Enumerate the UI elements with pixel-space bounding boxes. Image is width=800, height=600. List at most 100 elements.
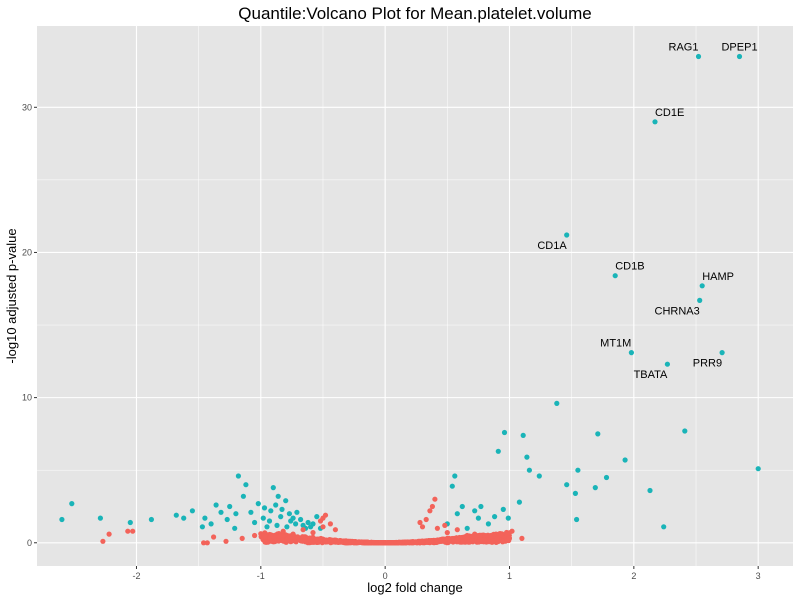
y-axis-title: -log10 adjusted p-value (4, 228, 19, 363)
data-point (293, 521, 299, 527)
data-point (308, 524, 314, 530)
data-point (695, 53, 702, 60)
data-point (327, 521, 333, 527)
data-point (449, 483, 455, 489)
data-point (280, 532, 286, 539)
data-point (429, 503, 435, 510)
data-point (564, 482, 570, 488)
data-point (148, 516, 154, 523)
gene-label: CHRNA3 (655, 305, 700, 317)
gene-label: RAG1 (669, 41, 699, 53)
data-point (288, 539, 294, 545)
data-point (331, 538, 337, 544)
data-point (413, 539, 419, 546)
data-point (332, 527, 338, 533)
y-tick-label: 20 (22, 247, 32, 257)
data-point (268, 508, 274, 514)
gene-label: TBATA (634, 369, 668, 381)
data-point (500, 506, 506, 512)
data-point (472, 508, 478, 514)
data-point (322, 538, 328, 544)
data-point (622, 457, 628, 463)
data-point (603, 474, 610, 481)
data-point (260, 515, 266, 521)
data-point (305, 519, 311, 526)
data-point (314, 514, 320, 520)
data-point (500, 538, 506, 544)
gene-label: CD1A (537, 240, 567, 252)
data-point (495, 448, 501, 454)
data-point (396, 540, 402, 546)
data-point (97, 515, 103, 521)
data-point (239, 535, 245, 542)
data-point (457, 535, 463, 541)
data-point (485, 521, 491, 527)
data-point (505, 515, 511, 521)
x-tick-label: -1 (257, 571, 265, 581)
data-point (506, 535, 512, 541)
data-point (227, 503, 233, 510)
data-point (464, 532, 470, 539)
data-point (494, 535, 500, 542)
data-point (496, 531, 502, 537)
x-tick-label: 2 (631, 571, 636, 581)
data-point (595, 431, 601, 437)
data-point (223, 538, 229, 544)
data-point (572, 490, 579, 496)
data-point (444, 530, 450, 536)
data-point (682, 428, 688, 434)
data-point (235, 473, 241, 479)
data-point (313, 537, 319, 543)
data-point (283, 498, 289, 504)
data-point (279, 506, 285, 512)
data-point (302, 536, 308, 542)
x-tick-label: 0 (383, 571, 388, 581)
data-point (309, 539, 315, 545)
data-point (295, 534, 301, 540)
y-tick-label: 30 (22, 102, 32, 112)
data-point (181, 515, 187, 521)
data-point (127, 519, 133, 526)
data-point (434, 525, 440, 531)
data-point (378, 540, 384, 546)
chart-title: Quantile:Volcano Plot for Mean.platelet.… (238, 4, 591, 23)
y-axis-ticks: 0 10 20 30 (22, 102, 37, 548)
x-axis-ticks: -2 -1 0 1 2 3 (132, 566, 761, 581)
data-point (351, 540, 357, 546)
data-point (290, 531, 296, 537)
data-point (343, 539, 349, 545)
data-point (264, 524, 270, 530)
gene-labels: RAG1 DPEP1 CD1E CD1A CD1B HAMP CHRNA3 MT1M PRR9 T… (537, 41, 757, 381)
data-point (755, 466, 761, 472)
data-point (252, 519, 258, 526)
data-point (320, 524, 326, 530)
data-point (519, 535, 525, 542)
data-point (466, 539, 472, 545)
data-point (575, 467, 581, 473)
data-point (213, 502, 219, 508)
data-point (278, 514, 284, 520)
data-point (459, 503, 465, 510)
data-point (173, 512, 179, 518)
gene-label: DPEP1 (721, 41, 757, 53)
data-point (592, 485, 598, 491)
data-point (275, 493, 281, 499)
data-point (526, 467, 533, 473)
data-point (208, 521, 214, 527)
data-point (252, 532, 258, 539)
data-point (268, 532, 274, 539)
data-point (697, 297, 703, 303)
data-point (699, 283, 705, 289)
data-point (482, 533, 488, 539)
data-point (288, 518, 294, 524)
data-point (404, 539, 410, 546)
data-point (262, 533, 268, 539)
data-point (240, 493, 246, 499)
data-point (492, 514, 498, 520)
data-point (428, 538, 434, 544)
data-point (442, 522, 448, 529)
data-point (475, 515, 481, 521)
data-point (298, 516, 304, 523)
data-point (248, 509, 254, 515)
data-point (201, 540, 207, 546)
